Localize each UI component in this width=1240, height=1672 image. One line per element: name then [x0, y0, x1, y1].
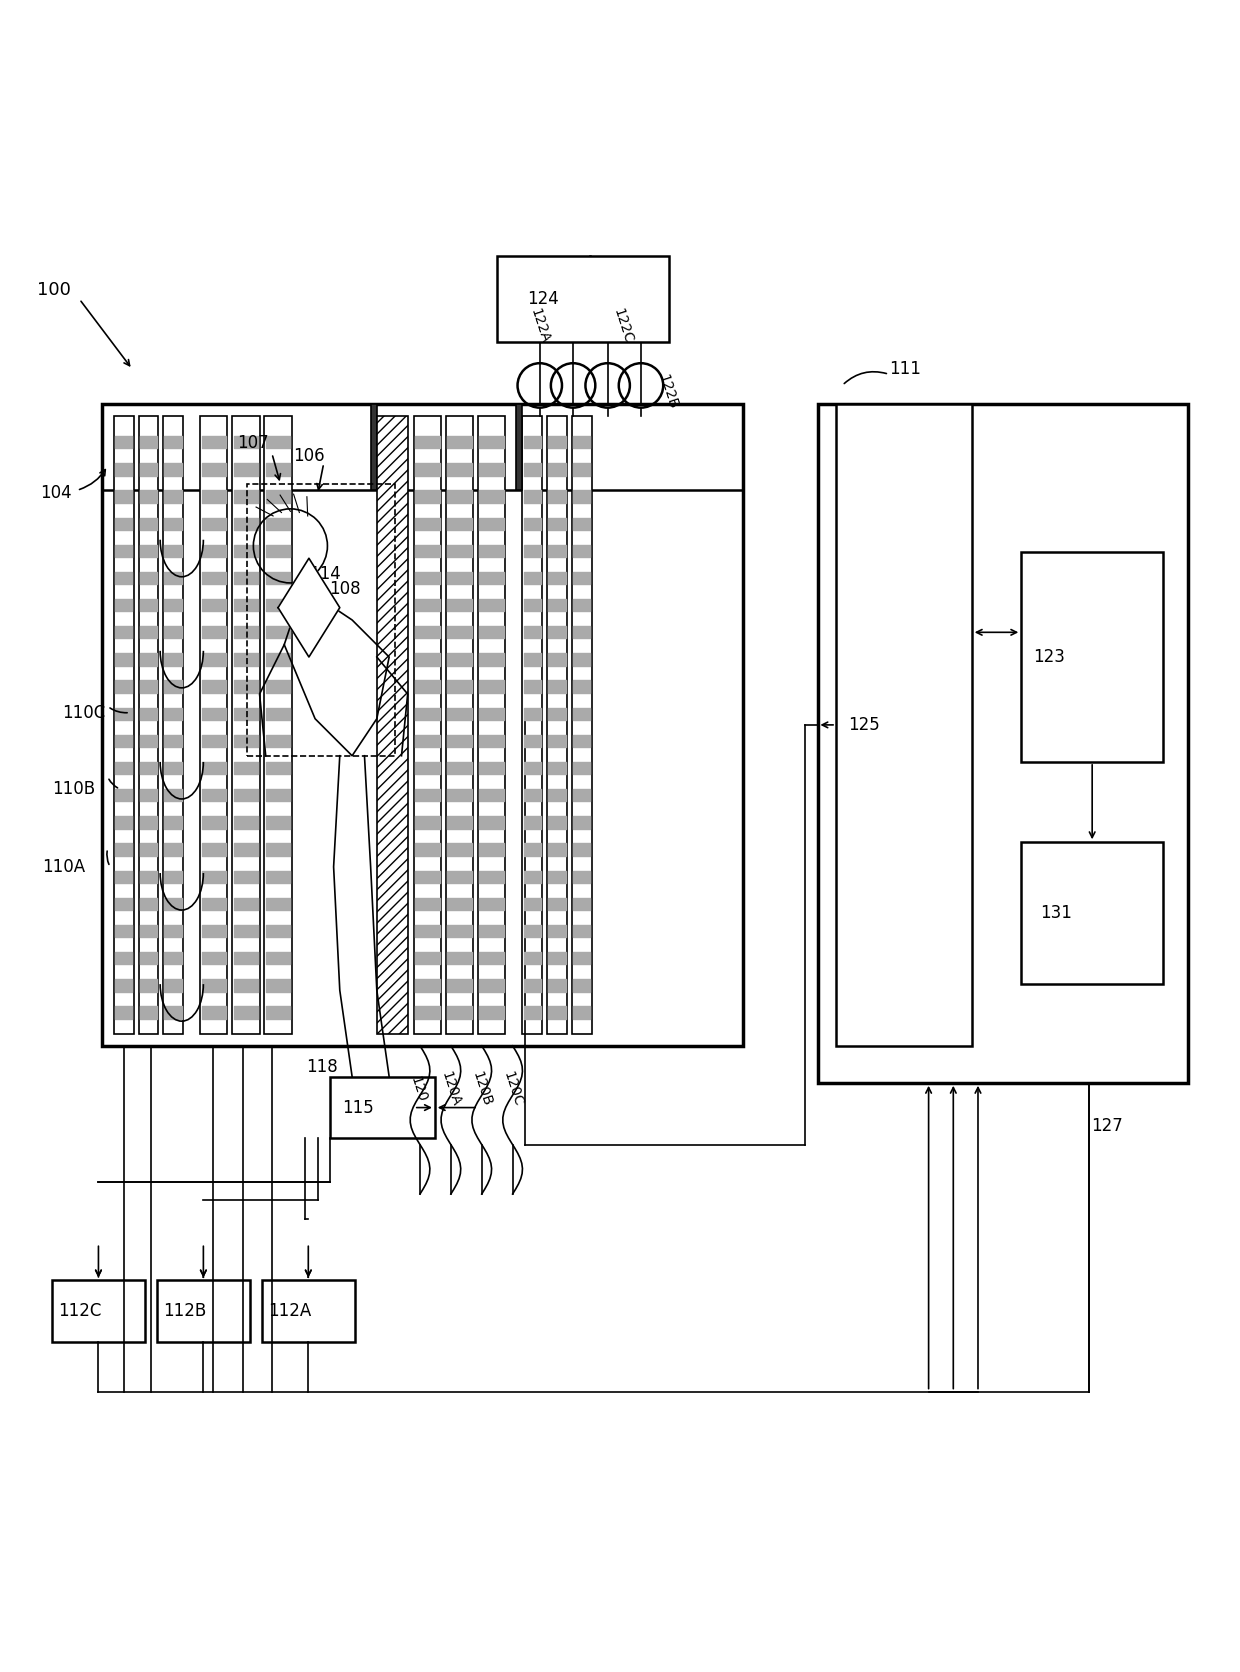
Bar — [157, 1281, 249, 1343]
Text: 123: 123 — [1033, 649, 1065, 665]
Bar — [572, 416, 591, 1033]
Bar — [446, 416, 474, 1033]
Bar — [836, 405, 972, 1047]
Text: 120B: 120B — [470, 1070, 494, 1109]
Bar — [139, 416, 159, 1033]
Text: 110C: 110C — [62, 704, 105, 722]
Bar — [817, 405, 1188, 1083]
Bar — [496, 256, 670, 343]
Text: 112B: 112B — [164, 1302, 207, 1321]
Text: 107: 107 — [237, 435, 269, 453]
Text: 114: 114 — [309, 565, 341, 584]
Bar — [164, 416, 184, 1033]
Text: 124: 124 — [527, 289, 559, 308]
Bar — [547, 416, 567, 1033]
Text: 122B: 122B — [656, 373, 681, 411]
Bar — [247, 485, 396, 756]
Bar — [262, 1281, 355, 1343]
Bar — [414, 416, 441, 1033]
Text: 112C: 112C — [58, 1302, 102, 1321]
Text: 110A: 110A — [42, 858, 86, 876]
Text: 118: 118 — [306, 1058, 339, 1075]
Text: 120A: 120A — [439, 1070, 463, 1109]
Bar — [516, 405, 522, 490]
Text: 112A: 112A — [268, 1302, 311, 1321]
Text: 115: 115 — [342, 1099, 374, 1117]
Text: 131: 131 — [1039, 905, 1071, 923]
Bar — [479, 416, 505, 1033]
Text: 125: 125 — [848, 716, 880, 734]
Bar — [371, 405, 377, 490]
Text: 127: 127 — [1091, 1117, 1123, 1135]
Text: 122A: 122A — [527, 308, 552, 346]
Text: 110B: 110B — [52, 781, 95, 798]
Text: 120C: 120C — [500, 1070, 525, 1109]
Text: 122C: 122C — [610, 308, 635, 346]
Bar — [330, 1077, 435, 1139]
Bar — [264, 416, 291, 1033]
Bar — [52, 1281, 145, 1343]
Text: 111: 111 — [889, 361, 921, 378]
Text: 104: 104 — [40, 483, 72, 502]
Bar — [201, 416, 227, 1033]
Text: 106: 106 — [293, 446, 325, 465]
Polygon shape — [278, 558, 340, 657]
Bar — [1022, 552, 1163, 762]
Text: 100: 100 — [37, 281, 71, 299]
Bar — [522, 416, 542, 1033]
Bar — [102, 405, 744, 1047]
Bar — [114, 416, 134, 1033]
Bar — [1022, 843, 1163, 985]
Text: 108: 108 — [329, 580, 361, 599]
Bar — [232, 416, 259, 1033]
Bar — [377, 416, 408, 1033]
Text: 120: 120 — [408, 1075, 429, 1104]
